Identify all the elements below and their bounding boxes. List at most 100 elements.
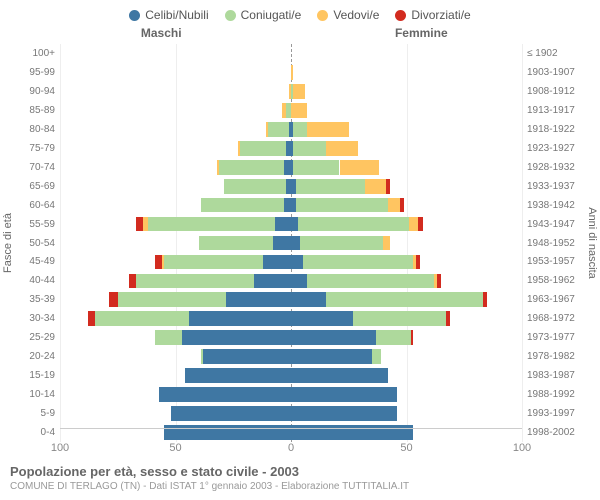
x-axis-line <box>60 428 522 429</box>
bar-segment <box>284 160 291 175</box>
age-label: 15-19 <box>18 366 55 385</box>
bar-segment <box>416 255 421 270</box>
male-bar <box>60 311 291 326</box>
legend-item: Celibi/Nubili <box>129 8 208 22</box>
legend-item: Divorziati/e <box>395 8 470 22</box>
bar-segment <box>203 349 291 364</box>
birth-year-label: ≤ 1902 <box>527 44 582 63</box>
bar-segment <box>353 311 445 326</box>
male-bar <box>60 46 291 61</box>
y-left-axis-title: Fasce di età <box>2 213 14 273</box>
legend-swatch <box>395 10 406 21</box>
bar-segment <box>182 330 291 345</box>
female-bar <box>291 179 522 194</box>
pyramid-row <box>60 347 522 366</box>
female-bar <box>291 46 522 61</box>
male-bar <box>60 292 291 307</box>
female-bar <box>291 255 522 270</box>
bar-segment <box>386 179 391 194</box>
age-label: 10-14 <box>18 385 55 404</box>
bar-segment <box>268 122 289 137</box>
male-bar <box>60 236 291 251</box>
age-label: 20-24 <box>18 347 55 366</box>
female-bar <box>291 236 522 251</box>
bar-segment <box>240 141 286 156</box>
bar-segment <box>266 122 268 137</box>
bar-segment <box>291 103 307 118</box>
bar-segment <box>155 330 183 345</box>
female-bar <box>291 311 522 326</box>
male-bar <box>60 141 291 156</box>
bar-segment <box>293 122 307 137</box>
bar-segment <box>291 349 372 364</box>
bar-segment <box>296 179 365 194</box>
birth-year-label: 1913-1917 <box>527 101 582 120</box>
birth-year-label: 1998-2002 <box>527 423 582 442</box>
y-right-axis-title: Anni di nascita <box>586 207 598 279</box>
birth-year-label: 1938-1942 <box>527 196 582 215</box>
bar-segment <box>291 274 307 289</box>
birth-year-label: 1928-1932 <box>527 158 582 177</box>
x-tick-label: 100 <box>513 442 531 454</box>
age-label: 90-94 <box>18 82 55 101</box>
birth-year-label: 1988-1992 <box>527 385 582 404</box>
bar-segment <box>155 255 162 270</box>
bar-segment <box>446 311 451 326</box>
legend-label: Celibi/Nubili <box>145 8 208 22</box>
birth-year-label: 1968-1972 <box>527 309 582 328</box>
bar-segment <box>291 368 388 383</box>
age-label: 75-79 <box>18 139 55 158</box>
bar-segment <box>296 198 388 213</box>
female-bar <box>291 65 522 80</box>
male-bar <box>60 274 291 289</box>
bar-segment <box>291 65 293 80</box>
bar-segment <box>307 122 349 137</box>
bar-segment <box>284 198 291 213</box>
bar-segment <box>159 387 291 402</box>
bar-segment <box>185 368 291 383</box>
female-bar <box>291 274 522 289</box>
age-label: 25-29 <box>18 328 55 347</box>
female-bar <box>291 292 522 307</box>
bar-segment <box>282 103 287 118</box>
bar-segment <box>109 292 118 307</box>
pyramid-row <box>60 158 522 177</box>
bar-segment <box>275 217 291 232</box>
female-bar <box>291 160 522 175</box>
pyramid-row <box>60 196 522 215</box>
bar-segment <box>307 274 434 289</box>
pyramid-row <box>60 139 522 158</box>
bar-segment <box>293 141 325 156</box>
legend-item: Coniugati/e <box>225 8 302 22</box>
bar-segment <box>238 141 240 156</box>
bar-segment <box>293 160 339 175</box>
pyramid-row <box>60 328 522 347</box>
male-bar <box>60 198 291 213</box>
pyramid-row <box>60 44 522 63</box>
birth-year-label: 1948-1952 <box>527 234 582 253</box>
pyramid-row <box>60 252 522 271</box>
birth-year-label: 1958-1962 <box>527 271 582 290</box>
pyramid-row <box>60 423 522 442</box>
bar-segment <box>291 311 353 326</box>
male-bar <box>60 84 291 99</box>
bar-segment <box>483 292 488 307</box>
chart-title: Popolazione per età, sesso e stato civil… <box>10 464 590 479</box>
age-label: 40-44 <box>18 271 55 290</box>
bar-segment <box>300 236 383 251</box>
bar-segment <box>303 255 414 270</box>
age-label: 70-74 <box>18 158 55 177</box>
birth-year-label: 1983-1987 <box>527 366 582 385</box>
birth-year-labels: ≤ 19021903-19071908-19121913-19171918-19… <box>527 44 582 442</box>
bar-segment <box>291 255 303 270</box>
bar-segment <box>217 160 219 175</box>
age-label: 5-9 <box>18 404 55 423</box>
bar-segment <box>199 236 273 251</box>
pyramid-row <box>60 120 522 139</box>
age-label: 65-69 <box>18 177 55 196</box>
x-tick-label: 50 <box>400 442 412 454</box>
age-label: 35-39 <box>18 290 55 309</box>
bar-segment <box>293 84 305 99</box>
bar-segment <box>400 198 405 213</box>
female-bar <box>291 217 522 232</box>
